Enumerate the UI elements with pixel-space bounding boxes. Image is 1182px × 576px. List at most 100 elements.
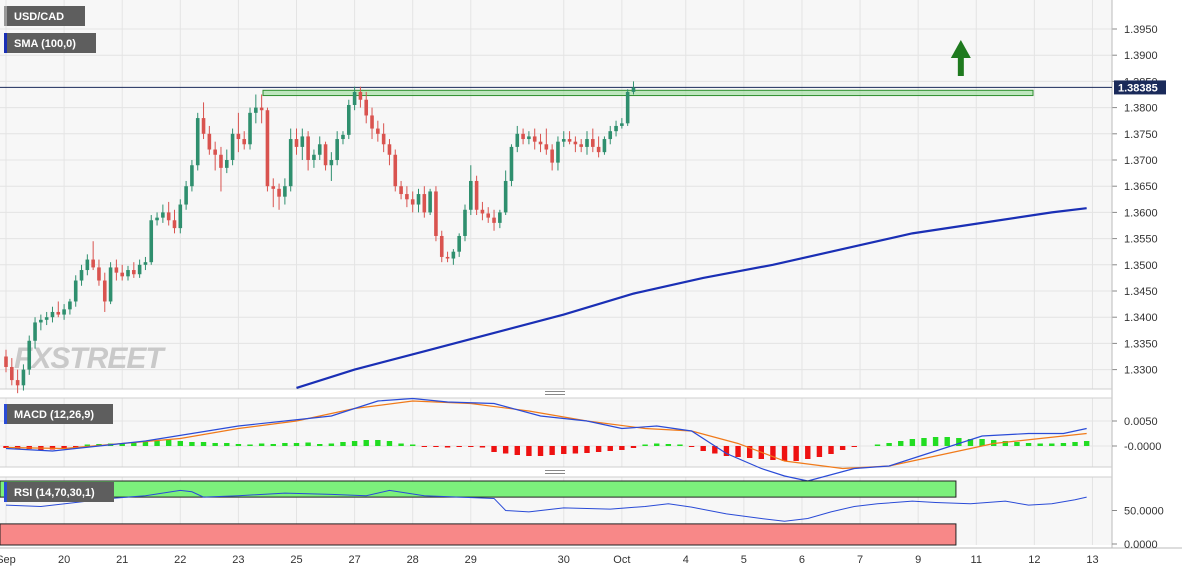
macd-y-tick-label: 0.0050 — [1124, 416, 1158, 428]
legend-macd-box — [4, 404, 113, 424]
candle-body — [579, 144, 583, 147]
candle-body — [352, 91, 357, 105]
legend-usdcad: USD/CAD — [4, 6, 85, 26]
watermark: FXSTREET — [14, 342, 166, 375]
candle-body — [492, 217, 496, 223]
candle-body — [346, 104, 351, 135]
last-price-tag — [1114, 80, 1166, 95]
macd-histogram-bar — [142, 442, 149, 446]
macd-histogram-bar — [282, 443, 288, 446]
y-tick-label: 1.3600 — [1124, 207, 1158, 219]
macd-histogram-bar — [224, 443, 230, 446]
candle-body — [561, 139, 566, 142]
macd-histogram-bar — [526, 446, 532, 456]
candle-body — [573, 141, 578, 145]
candle-body — [27, 340, 32, 370]
candle-body — [480, 209, 485, 214]
rsi-line — [5, 489, 1087, 522]
macd-histogram-bar — [700, 446, 706, 451]
candle-body — [300, 136, 305, 147]
candle-body — [329, 160, 334, 166]
candle-body — [68, 301, 72, 310]
macd-histogram-bar — [1002, 441, 1009, 446]
macd-histogram-bar — [712, 446, 718, 454]
macd-histogram-bar — [886, 443, 892, 446]
macd-histogram-bar — [119, 444, 125, 446]
macd-y-tick-label: -0.0000 — [1124, 441, 1161, 453]
macd-histogram-bar — [781, 446, 788, 461]
y-tick-label: 1.3450 — [1124, 286, 1158, 298]
x-tick-label: 22 — [174, 554, 186, 566]
x-tick-label: Oct — [613, 554, 630, 566]
candle-body — [120, 272, 124, 277]
legend-usdcad-label: USD/CAD — [14, 11, 64, 23]
candle-body — [422, 194, 427, 213]
candle-body — [532, 136, 537, 142]
macd-histogram-bar — [235, 444, 242, 446]
candle-body — [166, 212, 171, 221]
x-tick-label: Sep — [0, 554, 16, 566]
x-tick-label: 13 — [1086, 554, 1098, 566]
candle-body — [306, 136, 310, 160]
candle-body — [370, 115, 374, 129]
candle-body — [405, 194, 409, 200]
macd-histogram-bar — [851, 446, 857, 447]
macd-histogram-bar — [735, 446, 741, 457]
macd-histogram-bar — [375, 440, 381, 446]
candle-body — [143, 262, 148, 265]
arrow-up-icon-head — [950, 40, 971, 58]
macd-histogram-bar — [247, 444, 253, 446]
x-tick-label: 25 — [290, 554, 302, 566]
macd-histogram-bar — [932, 437, 939, 446]
y-tick-label: 1.3800 — [1124, 103, 1158, 115]
candle-body — [591, 139, 595, 147]
macd-histogram-bar — [921, 438, 927, 446]
candle-body — [596, 146, 601, 153]
candle-body — [323, 144, 328, 166]
y-tick-label: 1.3400 — [1124, 312, 1158, 324]
candle-body — [364, 99, 369, 116]
legend-rsi-label: RSI (14,70,30,1) — [14, 487, 95, 499]
macd-histogram-bar — [177, 441, 183, 446]
candle-body — [457, 235, 461, 252]
macd-histogram-bar — [642, 444, 648, 446]
macd-histogram-bar — [874, 444, 881, 446]
candle-body — [161, 212, 165, 218]
candle-body — [393, 154, 398, 187]
macd-histogram-bar — [665, 444, 672, 446]
macd-histogram-bar — [1072, 442, 1078, 446]
candle-body — [556, 141, 560, 163]
macd-histogram-bar — [293, 443, 300, 446]
macd-histogram-bar — [595, 446, 602, 452]
macd-histogram-bar — [3, 446, 9, 448]
candle-body — [277, 188, 281, 197]
x-tick-label: 12 — [1028, 554, 1040, 566]
candle-body — [463, 209, 467, 236]
y-tick-label: 1.3550 — [1124, 234, 1158, 246]
candle-body — [259, 107, 264, 111]
macd-histogram-bar — [514, 446, 520, 455]
candle-body — [236, 133, 241, 140]
y-tick-label: 1.3900 — [1124, 50, 1158, 62]
candle-body — [108, 267, 113, 302]
macd-histogram-bar — [456, 446, 462, 447]
macd-histogram-bar — [677, 444, 683, 446]
x-tick-label: 29 — [465, 554, 477, 566]
x-tick-label: 7 — [857, 554, 863, 566]
candle-body — [85, 259, 90, 271]
x-tick-label: 5 — [741, 554, 747, 566]
candle-body — [538, 141, 543, 145]
rsi-oversold-band — [0, 523, 957, 546]
candle-body — [288, 139, 293, 187]
macd-histogram-bar — [630, 446, 637, 448]
x-tick-label: 11 — [971, 554, 982, 566]
y-tick-label: 1.3350 — [1124, 338, 1158, 350]
candle-body — [21, 369, 26, 386]
macd-histogram-bar — [828, 446, 834, 454]
candle-body — [469, 180, 473, 210]
candle-body — [416, 194, 421, 205]
y-tick-label: 1.3750 — [1124, 129, 1158, 141]
y-tick-label: 1.3700 — [1124, 155, 1158, 167]
candle-body — [509, 146, 514, 181]
